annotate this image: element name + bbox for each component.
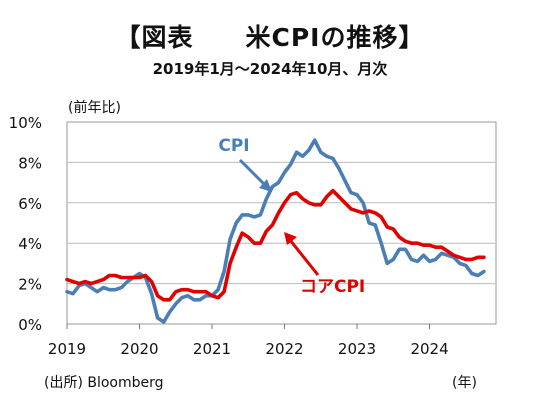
core-cpi-arrow-shaft [288, 239, 320, 276]
x-tick-label: 2022 [265, 340, 303, 358]
core-cpi-series-line [65, 188, 486, 302]
x-tick-label: 2020 [120, 340, 158, 358]
core-cpi-arrow-head [284, 232, 297, 245]
x-tick-label: 2021 [193, 340, 231, 358]
chart-title: 【図表 米CPIの推移】 [115, 23, 425, 52]
x-tick-label: 2023 [338, 340, 376, 358]
source-note: (出所) Bloomberg [44, 375, 164, 391]
y-tick-label: 8% [18, 154, 42, 172]
x-unit-label: (年) [452, 375, 477, 391]
series-label-cpi: CPI [218, 136, 249, 156]
y-tick-label: 0% [18, 316, 42, 334]
x-tick-label: 2024 [410, 340, 448, 358]
cpi-series-line [65, 138, 486, 324]
y-unit-label: (前年比) [68, 100, 121, 116]
plot-frame [66, 121, 497, 325]
y-tick-label: 2% [18, 276, 42, 294]
x-tick-label: 2019 [48, 340, 86, 358]
chart-subtitle: 2019年1月～2024年10月、月次 [152, 60, 388, 78]
cpi-arrow-head [259, 179, 272, 192]
y-tick-label: 10% [9, 114, 42, 132]
cpi-arrow-shaft [238, 158, 268, 188]
y-tick-label: 6% [18, 195, 42, 213]
series-label-core-cpi: コアCPI [300, 277, 365, 297]
y-tick-label: 4% [18, 235, 42, 253]
